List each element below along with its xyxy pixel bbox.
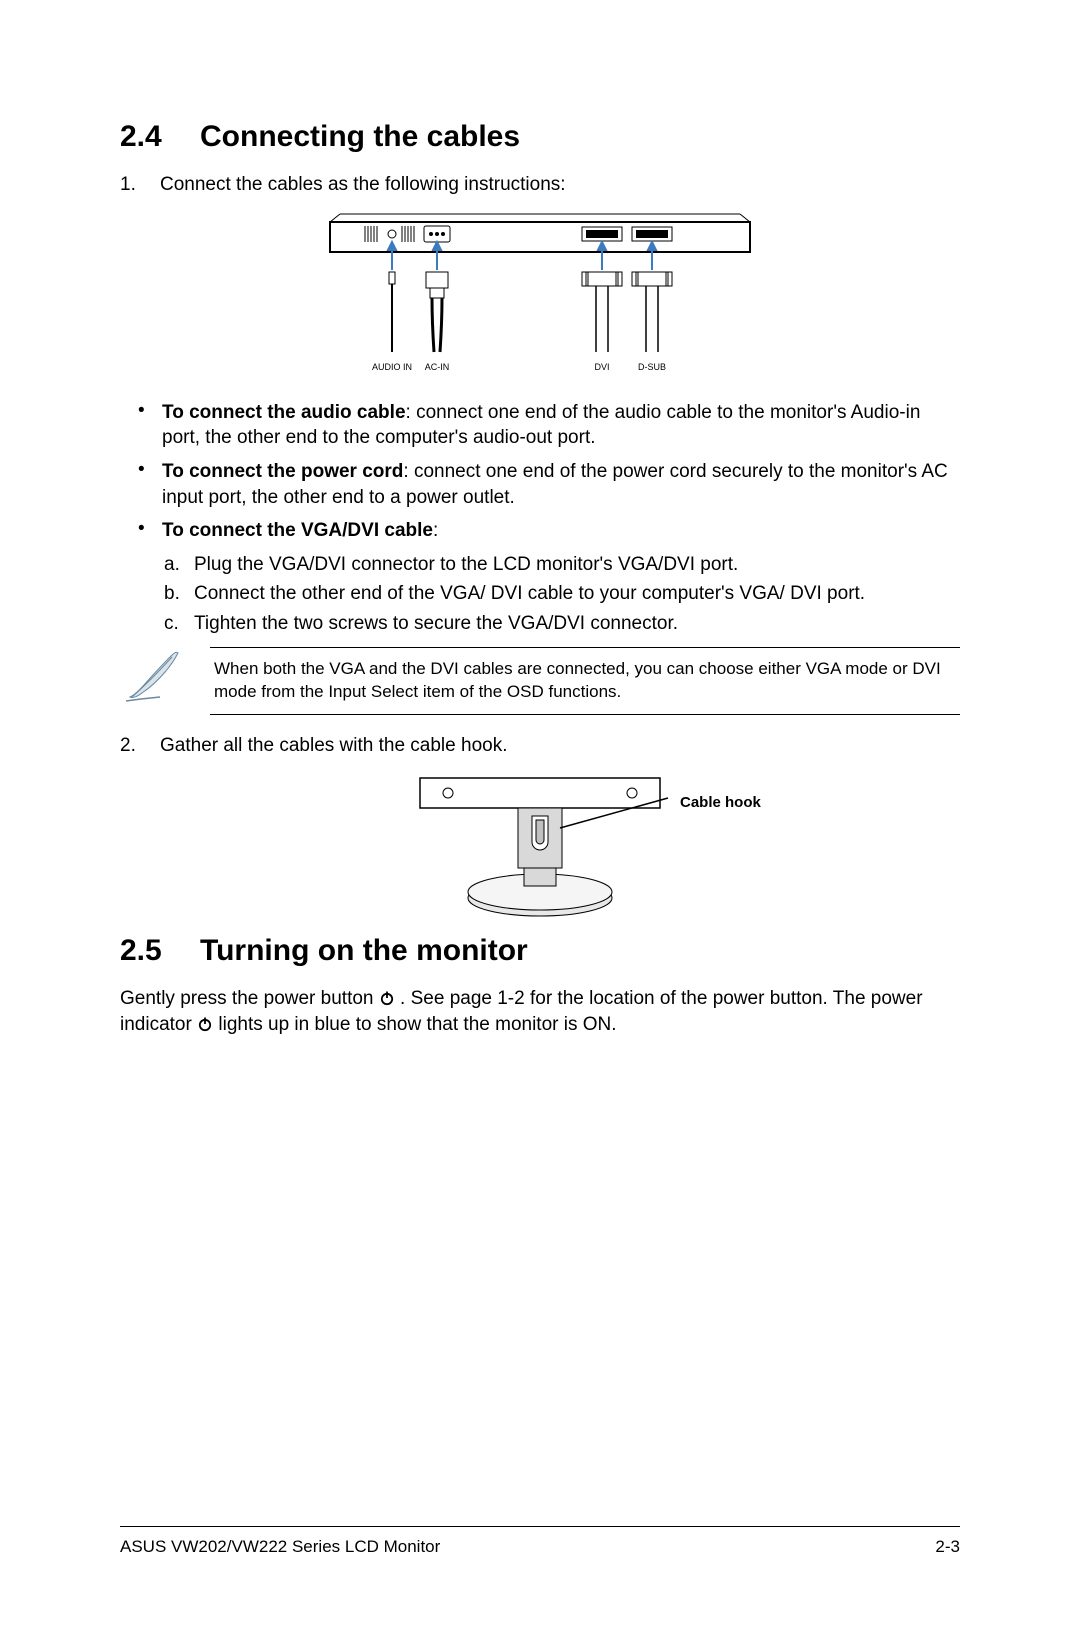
label-dvi: DVI [594,362,609,372]
connection-bullets: • To connect the audio cable: connect on… [138,400,960,544]
label-audio-in: AUDIO IN [372,362,412,372]
bullet-dot: • [138,459,162,510]
bullet-vga-rest: : [433,520,438,541]
sub-b-text: Connect the other end of the VGA/ DVI ca… [194,581,865,607]
bullet-vga-dvi: • To connect the VGA/DVI cable: [138,518,960,544]
cable-hook-diagram [120,768,960,928]
bullet-audio-text: To connect the audio cable: connect one … [162,400,960,451]
bullet-vga-text: To connect the VGA/DVI cable: [162,518,960,544]
note-text: When both the VGA and the DVI cables are… [214,659,941,701]
section-2-5-title: Turning on the monitor [200,934,528,967]
section-2-4-title: Connecting the cables [200,120,520,153]
section-2-4-heading: 2.4Connecting the cables [120,120,960,154]
bullet-audio: • To connect the audio cable: connect on… [138,400,960,451]
step-1-text: Connect the cables as the following inst… [160,172,566,198]
sub-a-marker: a. [164,552,194,578]
cable-hook-label: Cable hook [680,794,761,811]
step-2-text: Gather all the cables with the cable hoo… [160,733,507,759]
bullet-vga-lead: To connect the VGA/DVI cable [162,520,433,541]
label-dsub: D-SUB [638,362,666,372]
page-footer: ASUS VW202/VW222 Series LCD Monitor 2-3 [120,1526,960,1557]
sub-a: a.Plug the VGA/DVI connector to the LCD … [164,552,960,578]
step-1-marker: 1. [120,172,160,198]
step-2: 2. Gather all the cables with the cable … [120,733,960,759]
step-2-marker: 2. [120,733,160,759]
footer-rule [120,1526,960,1527]
note-box: When both the VGA and the DVI cables are… [210,647,960,715]
quill-icon [120,647,210,712]
section-2-4-number: 2.4 [120,120,200,154]
section-2-5-heading: 2.5Turning on the monitor [120,934,960,968]
sub-c-marker: c. [164,611,194,637]
vga-sublist: a.Plug the VGA/DVI connector to the LCD … [164,552,960,637]
footer-left: ASUS VW202/VW222 Series LCD Monitor [120,1537,440,1557]
label-ac-in: AC-IN [425,362,450,372]
section-2-5-paragraph: Gently press the power button . See page… [120,986,960,1037]
bullet-dot: • [138,518,162,544]
manual-page: 2.4Connecting the cables 1. Connect the … [0,0,1080,1627]
para-a: Gently press the power button [120,988,379,1009]
ports-diagram: AUDIO IN AC-IN DVI D-SUB [320,212,760,382]
sub-c: c.Tighten the two screws to secure the V… [164,611,960,637]
bullet-power-text: To connect the power cord: connect one e… [162,459,960,510]
sub-a-text: Plug the VGA/DVI connector to the LCD mo… [194,552,738,578]
bullet-power: • To connect the power cord: connect one… [138,459,960,510]
power-icon [379,990,395,1006]
sub-b: b.Connect the other end of the VGA/ DVI … [164,581,960,607]
footer-right: 2-3 [935,1537,960,1557]
note-row: When both the VGA and the DVI cables are… [120,647,960,715]
bullet-audio-lead: To connect the audio cable [162,402,406,423]
bullet-power-lead: To connect the power cord [162,461,403,482]
section-2-4-step2: 2. Gather all the cables with the cable … [120,733,960,759]
sub-b-marker: b. [164,581,194,607]
power-icon [197,1016,213,1032]
cable-hook-row: Cable hook [120,768,960,928]
sub-c-text: Tighten the two screws to secure the VGA… [194,611,678,637]
section-2-4-steps: 1. Connect the cables as the following i… [120,172,960,198]
step-1: 1. Connect the cables as the following i… [120,172,960,198]
bullet-dot: • [138,400,162,451]
section-2-5-number: 2.5 [120,934,200,968]
para-c: lights up in blue to show that the monit… [213,1014,616,1035]
